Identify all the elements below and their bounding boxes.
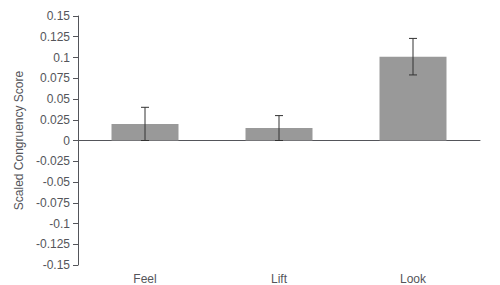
svg-text:-0.075: -0.075 <box>36 196 70 210</box>
svg-text:0.05: 0.05 <box>47 92 71 106</box>
svg-text:0: 0 <box>63 134 70 148</box>
svg-text:Lift: Lift <box>271 272 288 285</box>
svg-text:0.025: 0.025 <box>40 113 70 127</box>
svg-text:Look: Look <box>400 272 427 285</box>
svg-text:Feel: Feel <box>133 272 156 285</box>
svg-text:0.1: 0.1 <box>53 51 70 65</box>
svg-text:0.075: 0.075 <box>40 71 70 85</box>
svg-text:Scaled Congruency Score: Scaled Congruency Score <box>12 70 26 210</box>
svg-text:-0.15: -0.15 <box>43 258 71 272</box>
svg-text:-0.125: -0.125 <box>36 237 70 251</box>
svg-text:0.125: 0.125 <box>40 30 70 44</box>
svg-text:0.15: 0.15 <box>47 9 71 23</box>
svg-text:-0.1: -0.1 <box>49 217 70 231</box>
svg-text:-0.025: -0.025 <box>36 154 70 168</box>
svg-text:-0.05: -0.05 <box>43 175 71 189</box>
